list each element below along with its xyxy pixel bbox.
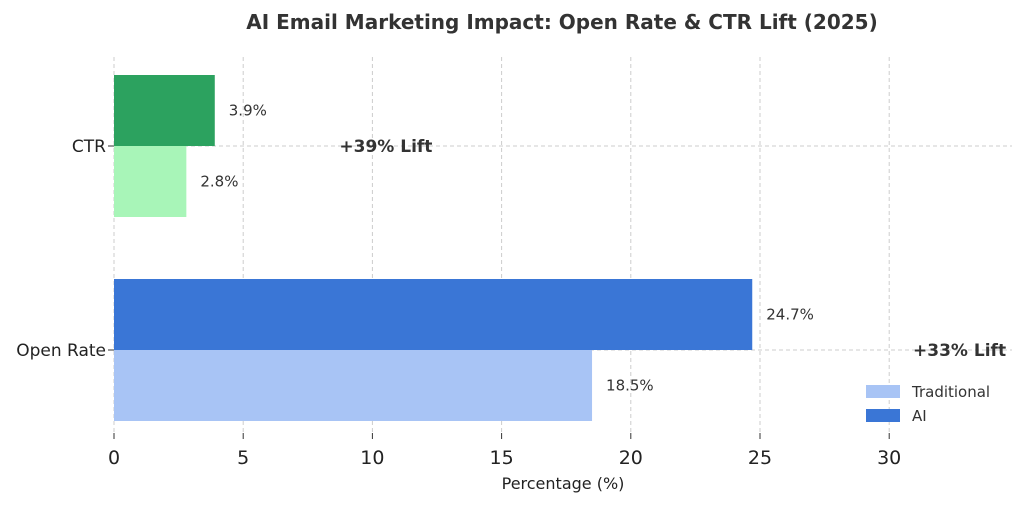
legend-label: Traditional bbox=[911, 383, 990, 401]
legend-swatch bbox=[866, 409, 900, 422]
x-tick-label: 0 bbox=[108, 447, 120, 469]
legend-label: AI bbox=[912, 407, 927, 425]
x-tick-label: 15 bbox=[490, 447, 514, 469]
x-tick-label: 5 bbox=[237, 447, 249, 469]
data-label: 24.7% bbox=[766, 306, 814, 324]
x-axis-label: Percentage (%) bbox=[502, 474, 625, 493]
legend-swatch bbox=[866, 385, 900, 398]
lift-annotation: +33% Lift bbox=[913, 341, 1006, 361]
y-axis-categories: Open Rate CTR bbox=[16, 137, 114, 361]
category-label: Open Rate bbox=[16, 341, 106, 361]
labels-layer: 18.5% 24.7% 2.8% 3.9% +33% Lift +39% Lift bbox=[200, 102, 1006, 395]
data-label: 2.8% bbox=[200, 173, 238, 191]
bars-layer bbox=[114, 75, 753, 421]
x-tick-label: 10 bbox=[360, 447, 384, 469]
bar-open-rate-traditional bbox=[114, 350, 593, 421]
bar-ctr-traditional bbox=[114, 146, 187, 217]
chart-title: AI Email Marketing Impact: Open Rate & C… bbox=[246, 10, 877, 34]
data-label: 18.5% bbox=[606, 377, 654, 395]
x-tick-label: 25 bbox=[748, 447, 772, 469]
bar-open-rate-ai bbox=[114, 279, 753, 350]
x-tick-label: 30 bbox=[877, 447, 901, 469]
legend: Traditional AI bbox=[866, 383, 990, 425]
category-label: CTR bbox=[72, 137, 106, 157]
x-axis-ticks: 0 5 10 15 20 25 30 bbox=[108, 433, 901, 469]
data-label: 3.9% bbox=[229, 102, 267, 120]
x-tick-label: 20 bbox=[619, 447, 643, 469]
lift-annotation: +39% Lift bbox=[339, 137, 432, 157]
bar-ctr-ai bbox=[114, 75, 215, 146]
